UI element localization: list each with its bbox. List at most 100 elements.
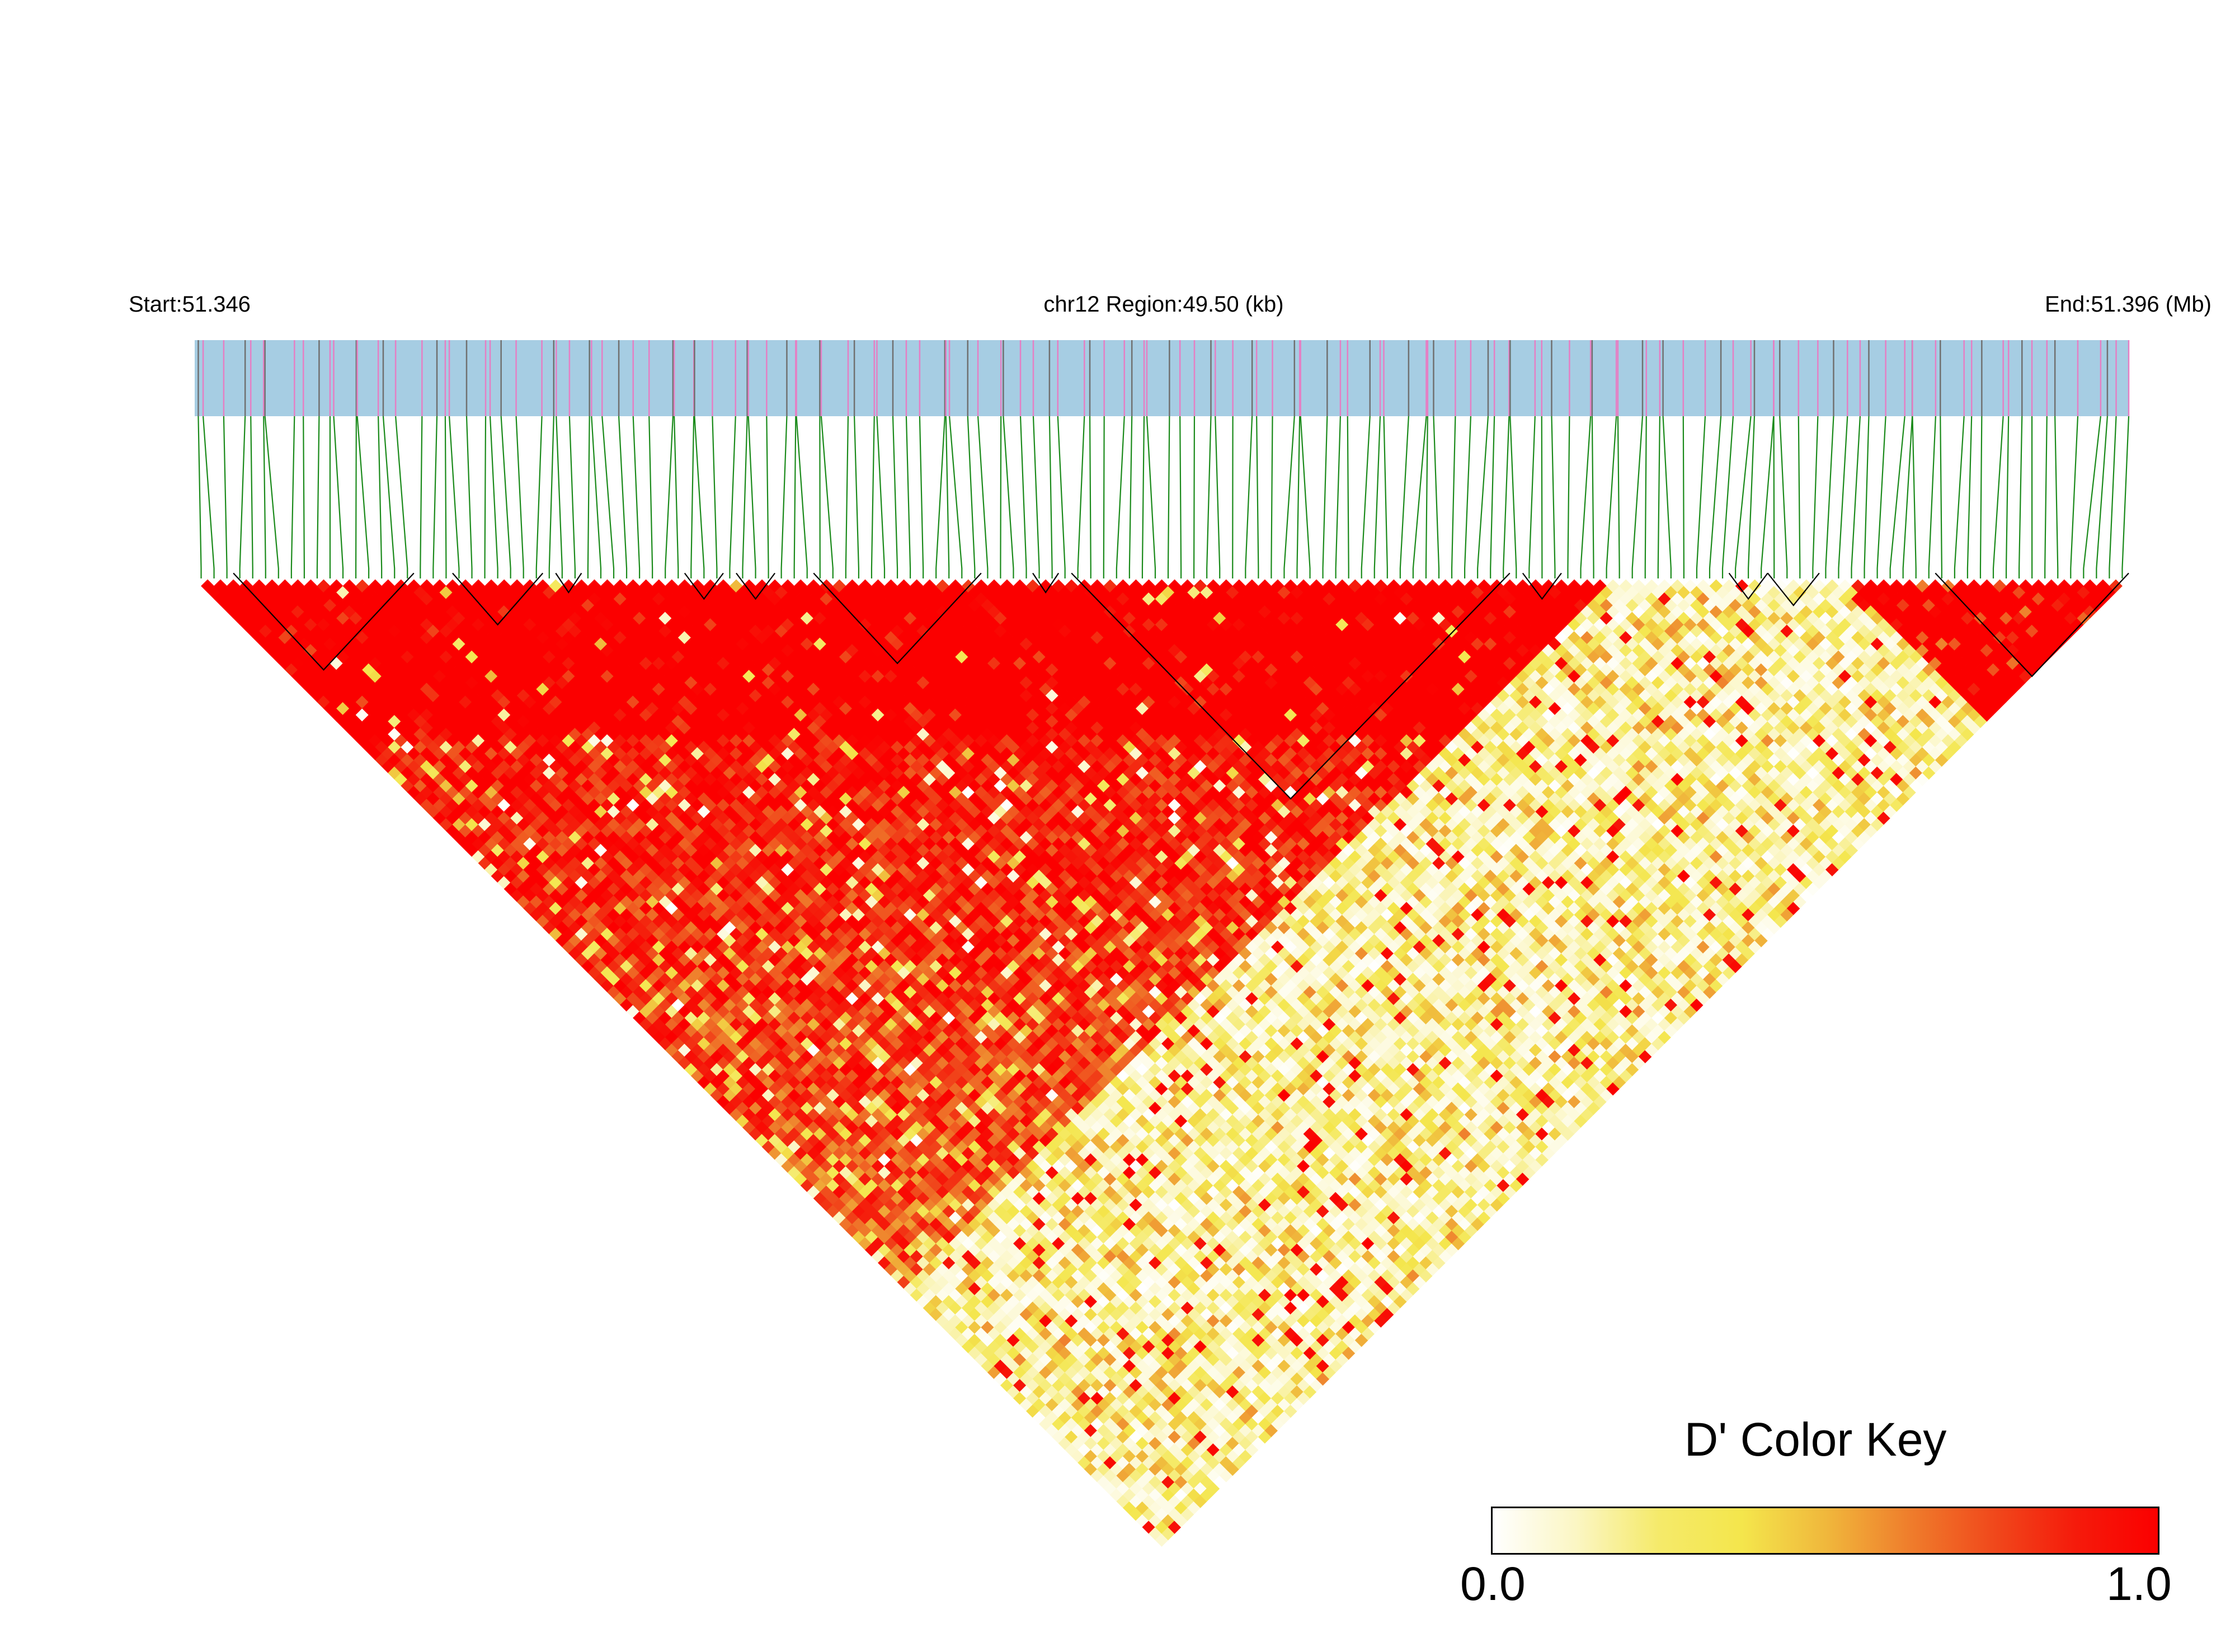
snp-connector xyxy=(264,416,279,578)
snp-connector xyxy=(2054,416,2059,578)
snp-connector xyxy=(239,416,246,578)
snp-connector xyxy=(1256,416,1259,578)
snp-connector xyxy=(2121,416,2130,578)
snp-connector xyxy=(1812,416,1819,578)
snp-connector xyxy=(1000,416,1002,578)
snp-connector xyxy=(1347,416,1349,578)
snp-connector xyxy=(1606,416,1617,578)
snp-connector xyxy=(333,416,344,578)
snp-connector xyxy=(2018,416,2023,578)
snp-connector xyxy=(316,416,320,578)
snp-connector xyxy=(1617,416,1620,578)
snp-connector xyxy=(1979,416,1983,578)
snp-connector xyxy=(1940,416,1942,578)
snp-connector xyxy=(2044,416,2048,578)
snp-connector xyxy=(290,416,295,578)
snp-connector xyxy=(1167,416,1170,578)
snp-connector xyxy=(1464,416,1472,578)
snp-connector xyxy=(1734,416,1752,578)
snp-connector xyxy=(665,416,674,578)
snp-connector xyxy=(845,416,849,578)
snp-connector xyxy=(1928,416,1936,578)
snp-connector xyxy=(1798,416,1801,578)
snp-connector xyxy=(1490,416,1495,578)
snp-connector xyxy=(203,416,215,578)
snp-connector xyxy=(1425,416,1428,578)
snp-connector xyxy=(1077,416,1085,578)
snp-connector xyxy=(796,416,808,578)
snp-connector xyxy=(382,416,396,578)
snp-connector xyxy=(263,416,266,578)
snp-connector xyxy=(303,416,305,578)
snp-connector xyxy=(1709,416,1722,578)
snp-connector xyxy=(876,416,886,578)
snp-connector xyxy=(1048,416,1053,578)
snp-connector xyxy=(587,416,590,578)
snp-connector xyxy=(1509,416,1517,578)
snp-connector xyxy=(395,416,408,578)
snp-connector xyxy=(977,416,989,578)
snp-connector xyxy=(1838,416,1848,578)
snp-connector xyxy=(690,416,695,578)
snp-connector xyxy=(1644,416,1647,578)
snp-connector xyxy=(1300,416,1311,578)
snp-connector xyxy=(1383,416,1388,578)
snp-connector xyxy=(1215,416,1221,578)
snp-connector xyxy=(1779,416,1788,578)
snp-connector xyxy=(1912,416,1917,578)
snp-connector xyxy=(674,416,679,578)
snp-connector xyxy=(948,416,963,578)
snp-connector xyxy=(793,416,797,578)
snp-connector xyxy=(1179,416,1182,578)
snp-connector xyxy=(378,416,383,578)
snp-connector xyxy=(1271,416,1273,578)
snp-connector xyxy=(197,416,202,578)
snp-connector xyxy=(515,416,524,578)
snp-connector xyxy=(1580,416,1592,578)
snp-connector xyxy=(1245,416,1253,578)
snp-connector xyxy=(747,416,756,578)
snp-connector xyxy=(1528,416,1536,578)
snp-connector xyxy=(432,416,438,578)
snp-connector xyxy=(1412,416,1427,578)
snp-connector xyxy=(1851,416,1861,578)
snp-connector xyxy=(1682,416,1685,578)
snp-connector xyxy=(820,416,834,578)
snp-connector xyxy=(1954,416,1965,578)
snp-connector xyxy=(223,416,228,578)
snp-connector xyxy=(1361,416,1371,578)
snp-connector xyxy=(1335,416,1341,578)
snp-connector-lines xyxy=(197,416,2130,578)
snp-connector xyxy=(694,416,705,578)
snp-connector xyxy=(742,416,748,578)
snp-connector xyxy=(871,416,875,578)
snp-connector xyxy=(448,416,460,578)
snp-connector xyxy=(2083,416,2101,578)
gene-track-bar xyxy=(195,340,2129,416)
snp-connector xyxy=(648,416,653,578)
snp-connector xyxy=(420,416,423,578)
snp-connector xyxy=(1876,416,1886,578)
snp-connector xyxy=(1057,416,1066,578)
snp-connector xyxy=(444,416,447,578)
snp-connector xyxy=(1206,416,1212,578)
snp-connector xyxy=(1089,416,1091,578)
snp-connector xyxy=(1003,416,1014,578)
snp-connector xyxy=(1433,416,1440,578)
snp-connector xyxy=(1662,416,1672,578)
snp-connector xyxy=(568,416,576,578)
snp-connector xyxy=(1992,416,2004,578)
snp-connector xyxy=(854,416,859,578)
snp-connector xyxy=(1761,416,1775,578)
snp-connector xyxy=(2005,416,2010,578)
snp-connector xyxy=(1451,416,1456,578)
snp-connector xyxy=(2109,416,2117,578)
snp-connector xyxy=(1503,416,1510,578)
snp-connector xyxy=(712,416,718,578)
snp-connector xyxy=(250,416,253,578)
snp-connector xyxy=(591,416,602,578)
snp-connector xyxy=(1657,416,1660,578)
snp-connector xyxy=(535,416,543,578)
snp-connector xyxy=(484,416,487,578)
